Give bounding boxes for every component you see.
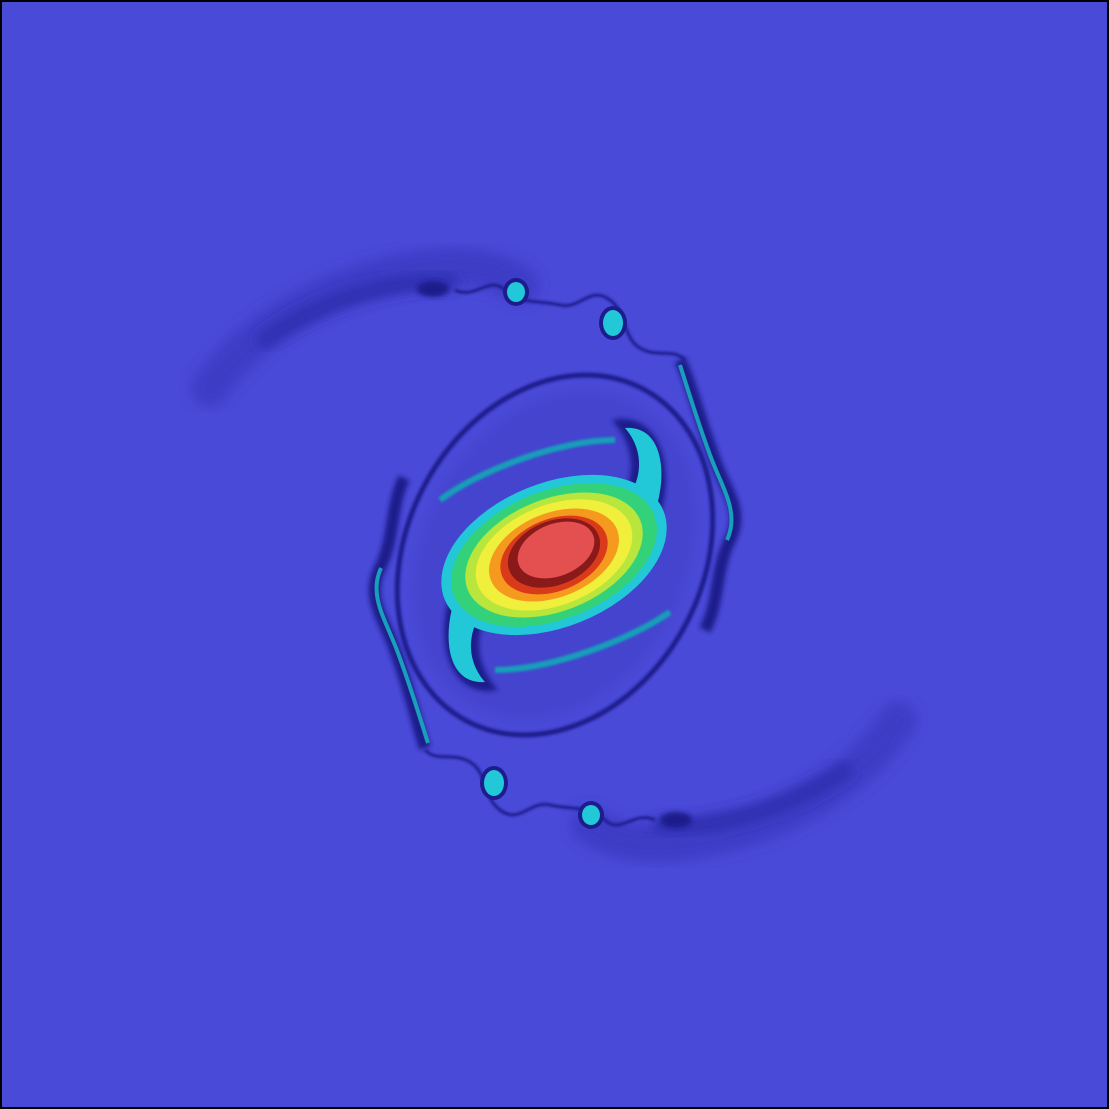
vortex-core <box>441 474 667 636</box>
outer-spiral-arm-upper <box>191 247 687 407</box>
wavy-filaments <box>368 357 742 750</box>
outer-spiral-arm-lower <box>423 701 917 863</box>
satellite-vortices <box>480 278 627 829</box>
